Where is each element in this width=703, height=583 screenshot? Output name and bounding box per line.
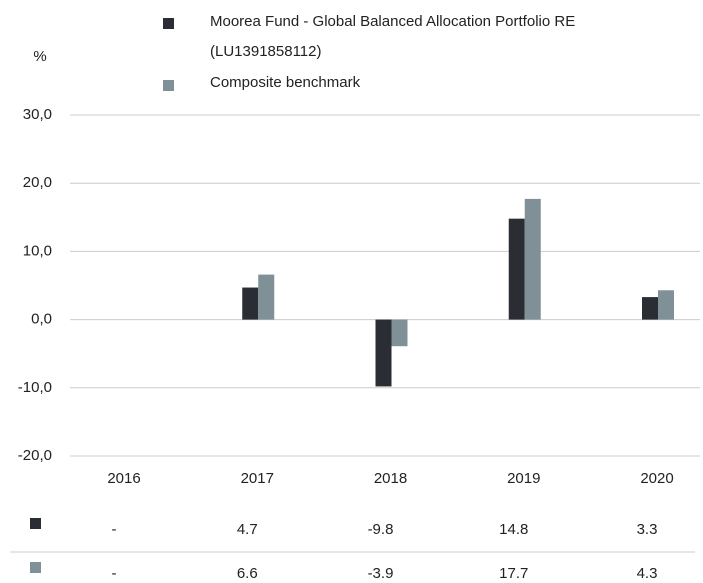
bar xyxy=(642,297,658,320)
x-tick-label: 2017 xyxy=(241,470,274,487)
table-cell: -9.8 xyxy=(368,521,394,538)
legend-entry: Moorea Fund - Global Balanced Allocation… xyxy=(210,13,576,60)
y-tick-label: 20,0 xyxy=(23,174,52,191)
y-tick-label: 10,0 xyxy=(23,242,52,259)
y-axis-label: % xyxy=(33,48,46,65)
legend-swatch xyxy=(163,80,174,91)
y-tick-label: -20,0 xyxy=(18,447,52,464)
y-tick-label: -10,0 xyxy=(18,379,52,396)
table-cell: - xyxy=(112,565,117,582)
table-swatch xyxy=(30,562,41,573)
bar xyxy=(391,319,408,347)
table-cell: 17.7 xyxy=(499,565,528,582)
table-cell: 4.3 xyxy=(637,565,658,582)
table-cell: 4.7 xyxy=(237,521,258,538)
bar xyxy=(242,287,259,320)
table-cell: -3.9 xyxy=(368,565,394,582)
bar xyxy=(258,274,275,320)
y-tick-label: 0,0 xyxy=(31,311,52,328)
x-tick-label: 2020 xyxy=(640,470,673,487)
table-cell: 6.6 xyxy=(237,565,258,582)
y-tick-label: 30,0 xyxy=(23,106,52,123)
x-tick-label: 2016 xyxy=(107,470,140,487)
bar xyxy=(524,198,541,320)
x-tick-label: 2019 xyxy=(507,470,540,487)
bar xyxy=(658,290,674,320)
x-tick-label: 2018 xyxy=(374,470,407,487)
table-cell: - xyxy=(112,521,117,538)
table-swatch xyxy=(30,518,41,529)
legend-swatch xyxy=(163,18,174,29)
table-cell: 3.3 xyxy=(637,521,658,538)
legend-entry: Composite benchmark xyxy=(210,74,361,91)
bar xyxy=(508,218,525,320)
table-cell: 14.8 xyxy=(499,521,528,538)
bar xyxy=(375,319,392,387)
